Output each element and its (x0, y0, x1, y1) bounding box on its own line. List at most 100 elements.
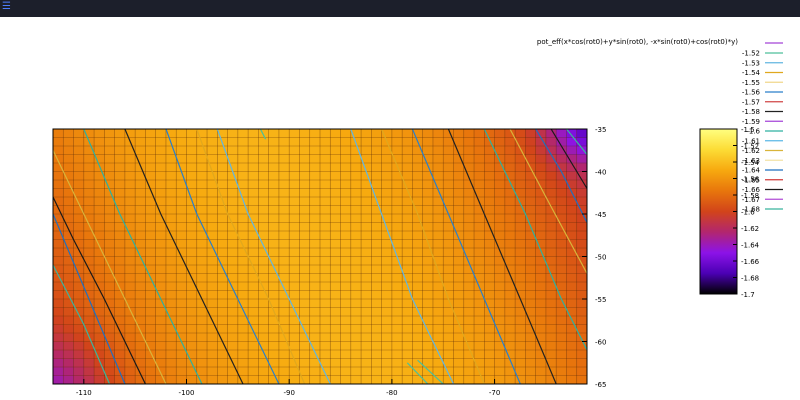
heatmap-cell (258, 324, 270, 334)
y-tick-label: -60 (595, 339, 606, 347)
legend-entry-label: -1.59 (742, 118, 760, 126)
legend-entry-label: -1.66 (742, 186, 761, 194)
heatmap-cell (124, 205, 136, 215)
heatmap-cell (432, 154, 444, 164)
heatmap-cell (145, 290, 157, 300)
heatmap-cell (340, 358, 352, 368)
heatmap-cell (227, 307, 239, 317)
heatmap-cell (135, 222, 146, 232)
heatmap-cell (412, 180, 424, 189)
heatmap-cell (53, 299, 64, 308)
heatmap-cell (402, 248, 413, 257)
heatmap-cell (422, 214, 434, 223)
heatmap-cell (155, 307, 167, 317)
heatmap-cell (545, 163, 557, 172)
heatmap-cell (176, 273, 187, 283)
heatmap-cell (94, 154, 105, 164)
heatmap-cell (361, 146, 372, 155)
heatmap-cell (114, 146, 126, 155)
heatmap-cell (350, 163, 362, 172)
heatmap-cell (289, 163, 300, 172)
heatmap-cell (155, 188, 167, 198)
heatmap-cell (474, 350, 485, 359)
heatmap-cell (484, 197, 495, 206)
heatmap-cell (186, 129, 198, 138)
heatmap-cell (361, 282, 372, 291)
heatmap-cell (227, 316, 239, 325)
heatmap-cell (53, 188, 64, 198)
heatmap-cell (165, 333, 177, 342)
heatmap-cell (196, 256, 208, 266)
heatmap-cell (207, 341, 218, 351)
heatmap-cell (576, 239, 587, 249)
heatmap-cell (556, 146, 567, 155)
heatmap-cell (535, 333, 547, 342)
heatmap-cell (268, 197, 280, 206)
heatmap-cell (278, 171, 290, 181)
menu-icon[interactable]: ☰ (2, 1, 11, 12)
heatmap-cell (73, 333, 85, 342)
heatmap-cell (248, 248, 259, 257)
heatmap-cell (104, 367, 116, 376)
heatmap-cell (494, 375, 506, 384)
heatmap-cell (83, 188, 95, 198)
heatmap-cell (515, 137, 526, 147)
heatmap-cell (371, 205, 383, 215)
heatmap-cell (566, 222, 578, 232)
heatmap-cell (422, 341, 434, 351)
heatmap-cell (422, 146, 434, 155)
heatmap-cell (494, 256, 506, 266)
heatmap-cell (432, 358, 444, 368)
heatmap-cell (145, 180, 157, 189)
heatmap-cell (515, 239, 526, 249)
heatmap-cell (320, 256, 331, 266)
colorbar-tick-label: -1.54 (741, 159, 760, 167)
heatmap-cell (566, 333, 578, 342)
heatmap-cell (135, 358, 146, 368)
heatmap-cell (566, 307, 578, 317)
heatmap-cell (278, 239, 290, 249)
heatmap-cell (289, 273, 300, 283)
heatmap-cell (73, 324, 85, 334)
heatmap-cell (83, 324, 95, 334)
heatmap-cell (268, 214, 280, 223)
heatmap-cell (299, 248, 311, 257)
heatmap-cell (576, 137, 587, 147)
heatmap-cell (453, 129, 465, 138)
heatmap-cell (330, 248, 341, 257)
heatmap-cell (371, 265, 383, 274)
heatmap-cell (258, 231, 270, 240)
heatmap-cell (278, 316, 290, 325)
heatmap-cell (135, 129, 146, 138)
heatmap-cell (248, 197, 259, 206)
heatmap-cell (474, 222, 485, 232)
heatmap-cell (63, 171, 74, 181)
heatmap-cell (124, 333, 136, 342)
heatmap-cell (227, 375, 239, 384)
legend-entry-label: -1.57 (742, 98, 760, 106)
heatmap-cell (165, 248, 177, 257)
heatmap-cell (104, 256, 116, 266)
legend: pot_eff(x*cos(rot0)+y*sin(rot0), -x*sin(… (537, 38, 783, 214)
heatmap-cell (63, 324, 74, 334)
heatmap-cell (63, 367, 74, 376)
heatmap-cell (484, 358, 495, 368)
heatmap-cell (391, 248, 403, 257)
heatmap-cell (165, 273, 177, 283)
heatmap-cell (73, 129, 85, 138)
heatmap-cell (53, 205, 64, 215)
heatmap-cell (309, 154, 321, 164)
heatmap-cell (412, 273, 424, 283)
heatmap-cell (474, 163, 485, 172)
heatmap-cell (412, 256, 424, 266)
heatmap-cell (299, 146, 311, 155)
heatmap-cell (515, 214, 526, 223)
heatmap-cell (268, 341, 280, 351)
heatmap-cell (576, 299, 587, 308)
heatmap-cell (268, 163, 280, 172)
heatmap-cell (484, 367, 495, 376)
heatmap-cell (227, 171, 239, 181)
heatmap-cell (484, 324, 495, 334)
heatmap-cell (391, 367, 403, 376)
heatmap-cell (525, 205, 537, 215)
